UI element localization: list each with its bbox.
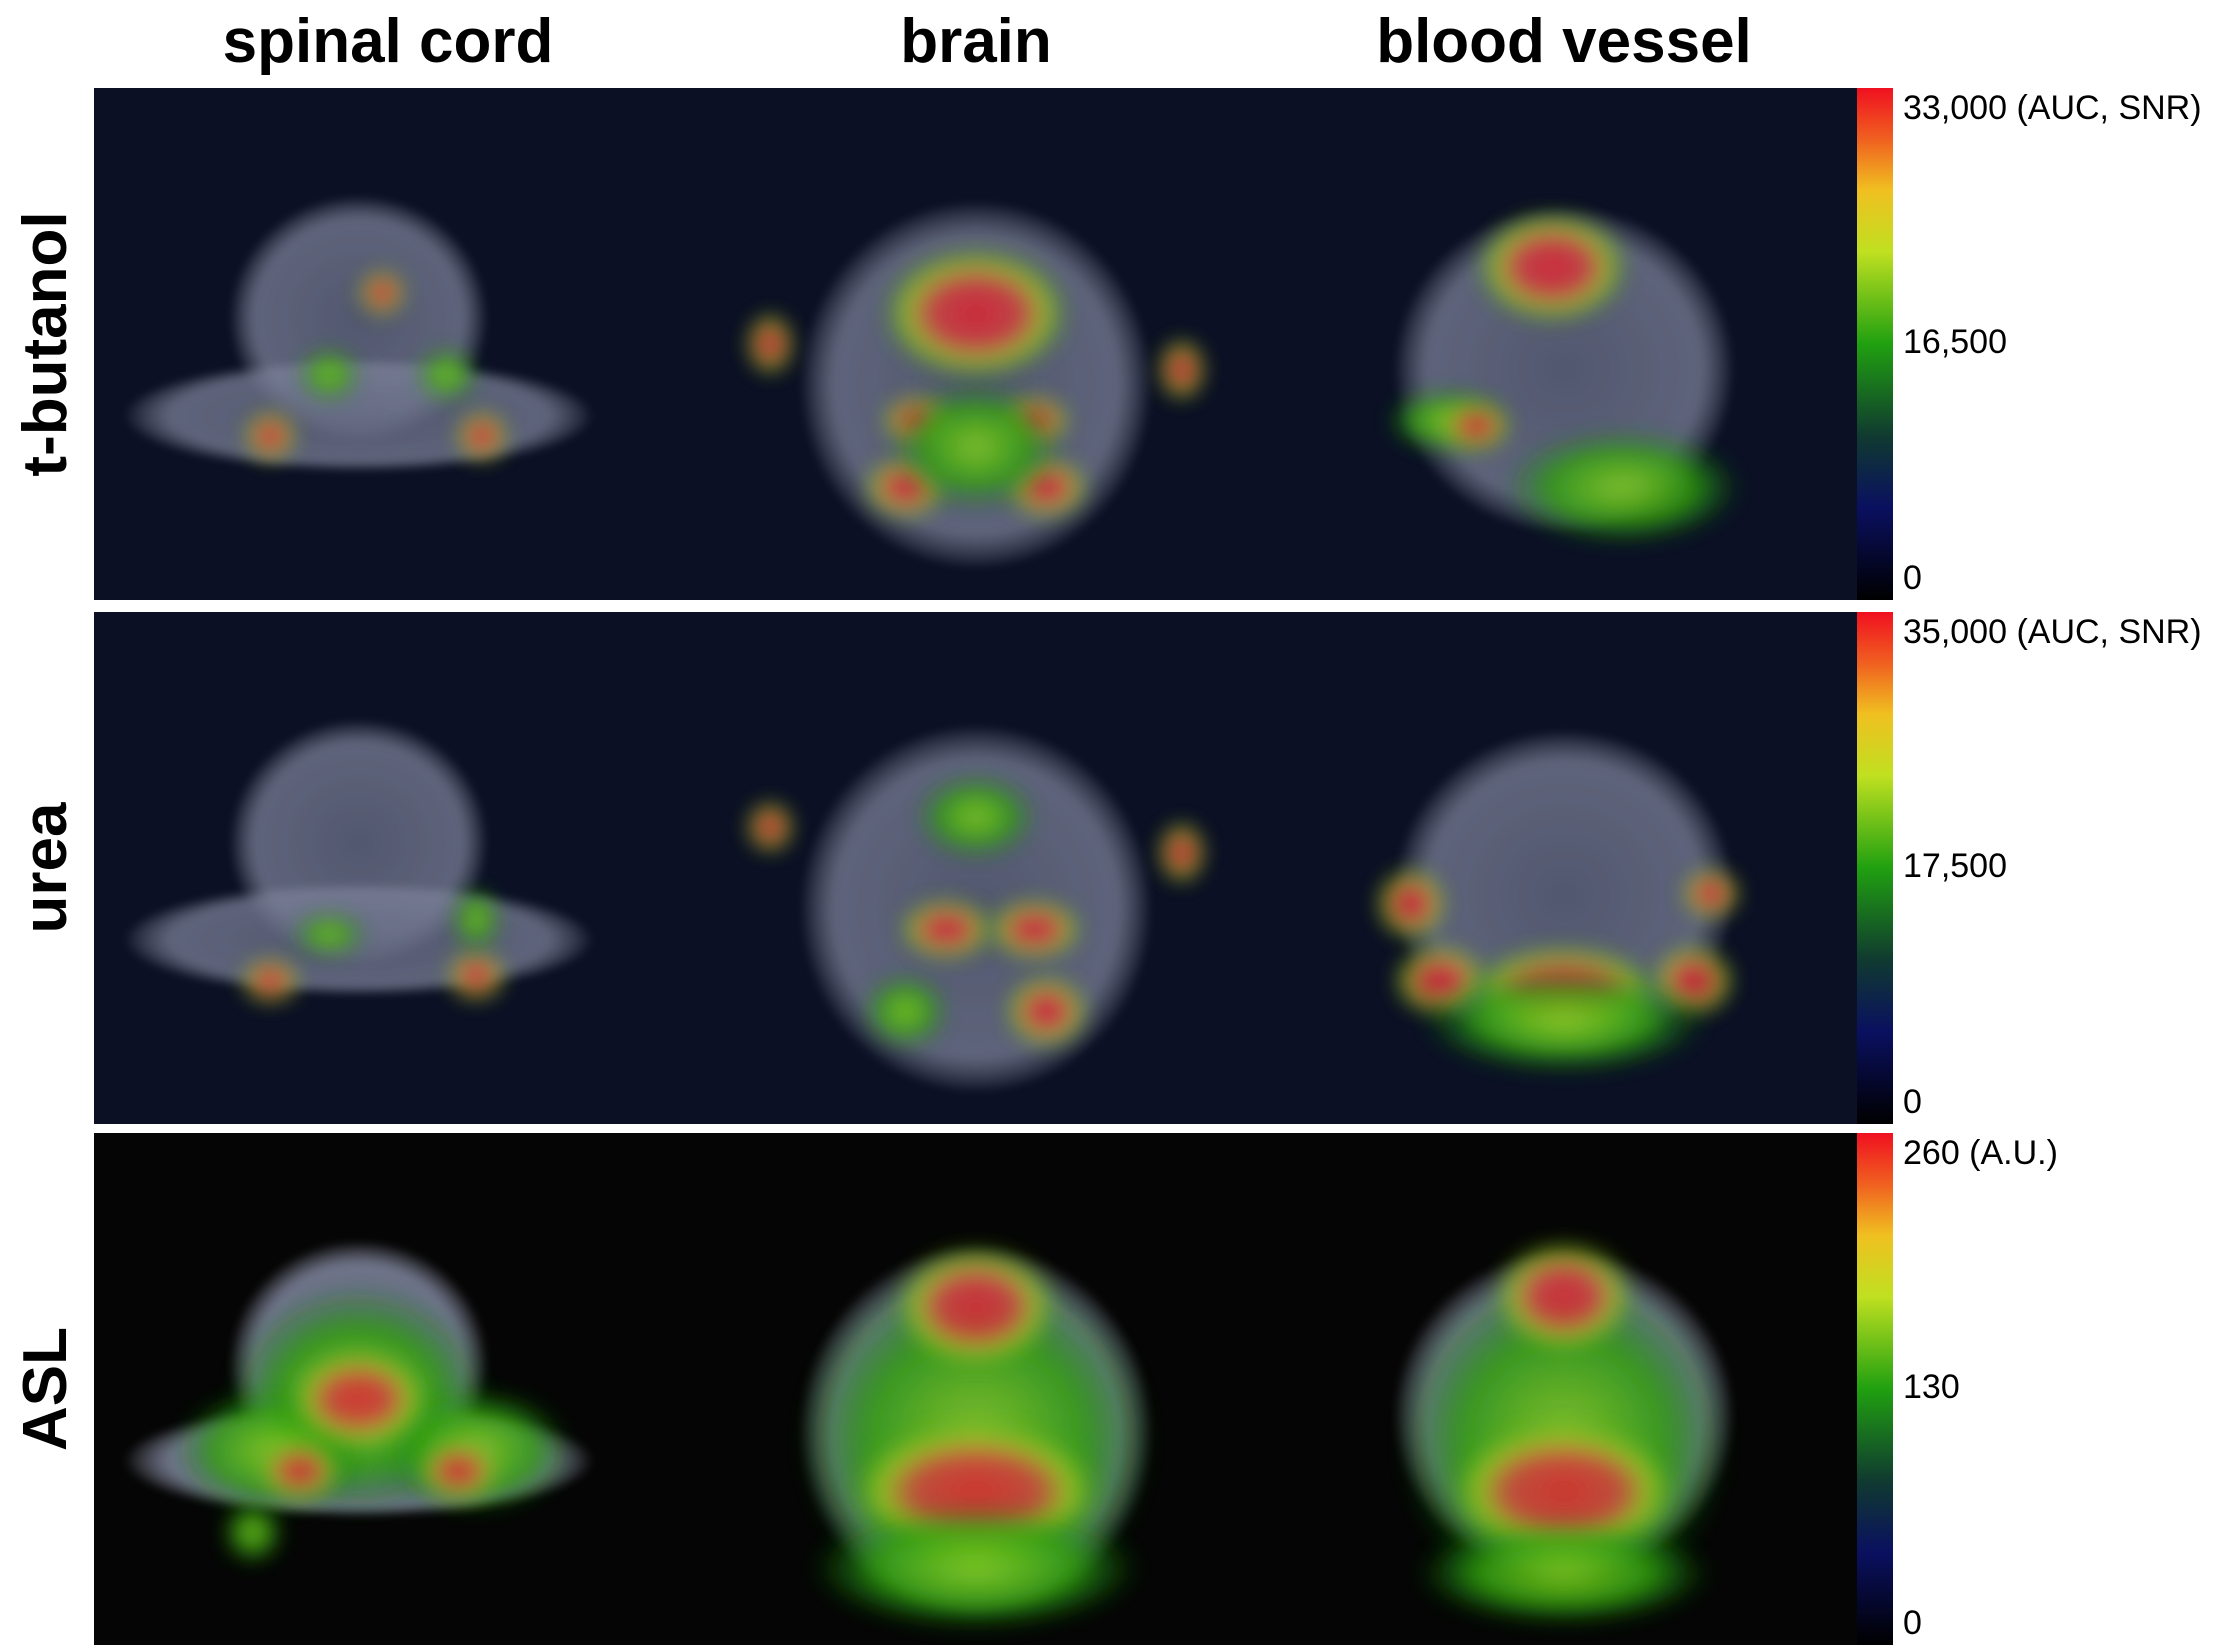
colorbar-label: 33,000 (AUC, SNR) [1903,89,2202,127]
heat-overlay [1493,1240,1635,1354]
image-row: 33,000 (AUC, SNR) 16,500 0 t-butanol [11,88,2202,600]
heat-overlay [293,914,365,956]
colorbar-label: 17,500 [1903,847,2007,885]
heat-overlay [241,957,300,1004]
heat-overlay [455,410,509,462]
heat-overlay [1005,975,1088,1048]
heat-overlay [243,410,297,462]
colorbar-label: 35,000 (AUC, SNR) [1903,613,2202,651]
heat-overlay [1422,970,1706,1073]
heat-overlay [358,269,406,316]
mri-panel [123,719,594,1004]
image-row: 35,000 (AUC, SNR) 17,500 0 urea [11,612,2202,1124]
mri-panel [1393,1240,1735,1625]
mri-panel [746,724,1206,1094]
colorbar-label: 0 [1903,559,1922,597]
colorbar-label: 16,500 [1903,323,2007,361]
heat-overlay [1417,1522,1711,1625]
heat-overlay [893,384,1059,508]
colorbar-label: 0 [1903,1604,1922,1642]
mri-panel [746,200,1206,570]
heat-overlay [917,775,1035,858]
heat-overlay [417,349,477,401]
heat-overlay [987,898,1082,961]
colorbar [1857,88,1893,600]
heat-overlay [1158,338,1206,401]
row-label: t-butanol [11,211,80,476]
heat-overlay [1475,210,1629,324]
heat-overlay [899,898,994,961]
heat-overlay [1440,400,1512,452]
heat-overlay [1505,431,1741,544]
heat-overlay [864,975,947,1048]
column-header: blood vessel [1376,7,1752,76]
heat-overlay [223,1501,283,1564]
column-header: brain [900,7,1052,76]
colorbar [1857,612,1893,1124]
heat-overlay [1681,868,1741,920]
column-header: spinal cord [223,7,554,76]
mri-panel [1375,729,1741,1073]
heat-overlay [746,801,794,853]
mri-panel [123,1240,594,1564]
heat-overlay [1158,821,1206,884]
heat-overlay [746,313,794,375]
heat-overlay [1375,868,1447,940]
heat-overlay [811,1506,1141,1630]
heat-overlay [417,1440,500,1502]
row-label: urea [11,802,80,933]
colorbar [1857,1133,1893,1645]
anatomy [123,359,594,472]
row-label: ASL [11,1327,80,1451]
heat-overlay [881,246,1071,380]
heat-overlay [446,949,506,1002]
image-row: 260 (A.U.) 130 0 ASL [11,1133,2058,1645]
colorbar-label: 260 (A.U.) [1903,1134,2058,1172]
colorbar-label: 0 [1903,1083,1922,1121]
mri-panel [799,1245,1153,1630]
mri-panel [1387,205,1741,544]
heat-overlay [893,1245,1059,1369]
heat-overlay [288,1348,430,1451]
heat-overlay [299,349,359,401]
heat-overlay [452,888,500,950]
mri-panel [123,195,594,472]
heat-overlay [258,1440,341,1502]
colorbar-label: 130 [1903,1368,1960,1406]
